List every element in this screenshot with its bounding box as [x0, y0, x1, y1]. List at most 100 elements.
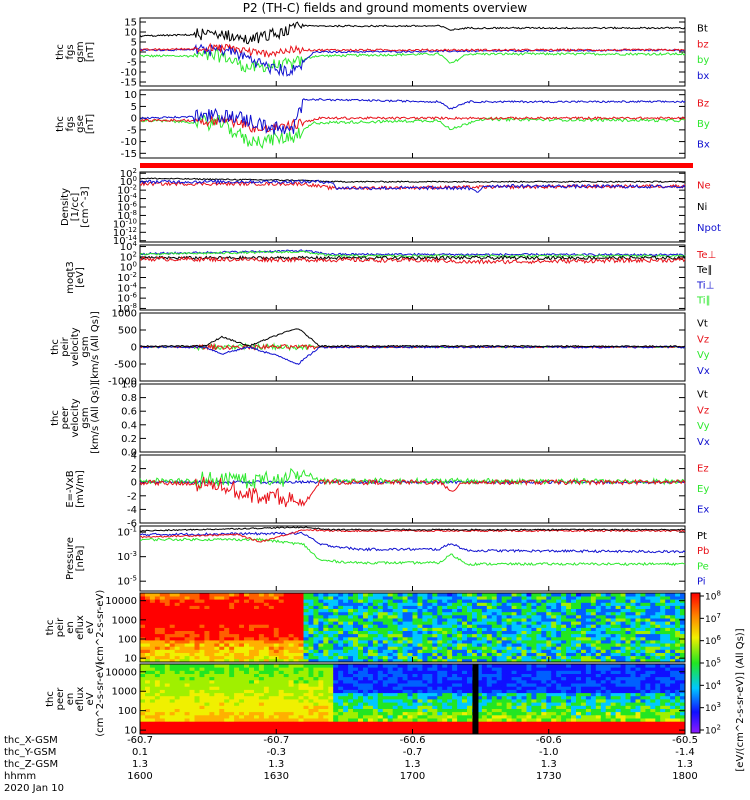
heatmap-cell: [556, 643, 562, 647]
heatmap-cell: [437, 714, 443, 719]
heatmap-cell: [457, 599, 463, 603]
heatmap-cell: [605, 611, 612, 616]
heatmap-cell: [491, 699, 498, 703]
heatmap-cell: [620, 727, 626, 732]
heatmap-cell: [387, 692, 394, 697]
heatmap-cell: [348, 649, 354, 653]
heatmap-cell: [149, 667, 156, 671]
heatmap-cell: [536, 633, 542, 638]
heatmap-cell: [412, 599, 418, 603]
heatmap-cell: [145, 673, 151, 678]
heatmap-cell: [323, 655, 329, 660]
heatmap-cell: [372, 643, 379, 647]
heatmap-cell: [556, 705, 562, 709]
heatmap-cell: [353, 627, 359, 631]
heatmap-cell: [189, 664, 195, 668]
heatmap-cell: [457, 730, 463, 735]
heatmap-cell: [239, 699, 245, 703]
heatmap-cell: [234, 621, 240, 625]
heatmap-cell: [164, 683, 171, 687]
heatmap-cell: [254, 652, 260, 657]
heatmap-cell: [258, 655, 265, 660]
heatmap-cell: [159, 593, 166, 597]
heatmap-cell: [204, 730, 210, 735]
heatmap-cell: [268, 721, 275, 725]
heatmap-cell: [189, 702, 195, 706]
heatmap-cell: [328, 602, 334, 606]
heatmap-cell: [353, 593, 359, 597]
heatmap-cell: [397, 664, 403, 668]
heatmap-cell: [313, 621, 319, 625]
heatmap-cell: [476, 664, 483, 668]
heatmap-cell: [204, 596, 210, 600]
heatmap-cell: [372, 670, 379, 674]
heatmap-cell: [323, 627, 329, 631]
heatmap-cell: [660, 618, 666, 622]
heatmap-cell: [417, 705, 423, 709]
heatmap-cell: [476, 692, 483, 697]
heatmap-cell: [184, 683, 190, 687]
heatmap-cell: [422, 627, 428, 631]
heatmap-cell: [328, 646, 334, 650]
heatmap-cell: [273, 718, 280, 722]
heatmap-cell: [481, 711, 488, 716]
heatmap-cell: [536, 692, 542, 697]
heatmap-cell: [452, 643, 458, 647]
heatmap-cell: [278, 699, 285, 703]
heatmap-cell: [422, 658, 428, 663]
heatmap-cell: [293, 630, 299, 635]
heatmap-cell: [313, 667, 319, 671]
heatmap-cell: [516, 699, 522, 703]
heatmap-cell: [427, 646, 433, 650]
heatmap-cell: [328, 608, 334, 613]
heatmap-cell: [154, 624, 161, 628]
heatmap-cell: [164, 699, 171, 703]
ytick-label: -15: [121, 78, 137, 89]
heatmap-cell: [625, 608, 631, 613]
heatmap-cell: [496, 679, 503, 684]
heatmap-cell: [531, 711, 537, 716]
heatmap-cell: [531, 643, 537, 647]
heatmap-cell: [571, 708, 577, 713]
heatmap-cell: [506, 605, 512, 609]
heatmap-cell: [249, 702, 255, 706]
heatmap-cell: [293, 658, 299, 663]
heatmap-cell: [328, 683, 334, 687]
heatmap-cell: [491, 605, 498, 609]
heatmap-cell: [437, 608, 443, 613]
heatmap-cell: [258, 689, 265, 694]
heatmap-cell: [462, 596, 468, 600]
heatmap-cell: [476, 655, 483, 660]
heatmap-cell: [605, 630, 612, 635]
heatmap-cell: [278, 615, 285, 619]
heatmap-cell: [363, 689, 369, 694]
heatmap-cell: [585, 646, 592, 650]
heatmap-cell: [655, 643, 661, 647]
heatmap-cell: [590, 683, 597, 687]
heatmap-cell: [491, 596, 498, 600]
heatmap-cell: [159, 602, 166, 606]
heatmap-cell: [199, 658, 205, 663]
heatmap-cell: [665, 624, 671, 628]
heatmap-cell: [219, 724, 225, 729]
heatmap-cell: [244, 593, 250, 597]
heatmap-cell: [566, 627, 572, 631]
heatmap-cell: [422, 670, 428, 674]
heatmap-cell: [486, 689, 493, 694]
heatmap-cell: [308, 718, 314, 722]
heatmap-cell: [640, 624, 646, 628]
heatmap-cell: [397, 711, 403, 716]
heatmap-cell: [590, 633, 597, 638]
heatmap-cell: [521, 721, 527, 725]
heatmap-cell: [387, 667, 394, 671]
heatmap-cell: [194, 611, 200, 616]
heatmap-cell: [323, 643, 329, 647]
heatmap-cell: [333, 649, 339, 653]
heatmap-cell: [472, 608, 478, 613]
heatmap-cell: [358, 624, 364, 628]
heatmap-cell: [635, 679, 641, 684]
heatmap-cell: [620, 724, 626, 729]
ytick-label: 15: [124, 18, 137, 29]
heatmap-cell: [407, 676, 413, 681]
heatmap-cell: [566, 702, 572, 706]
